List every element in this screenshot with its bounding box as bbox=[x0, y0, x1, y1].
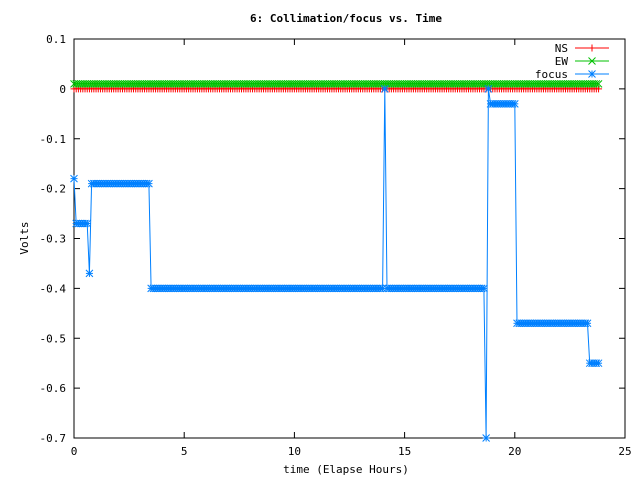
marker-stroke bbox=[480, 284, 488, 293]
legend-marker-focus bbox=[588, 70, 596, 78]
marker-stroke bbox=[510, 99, 519, 108]
data-point-focus bbox=[583, 319, 592, 328]
legend-label-ns: NS bbox=[555, 42, 568, 55]
data-point-focus bbox=[482, 434, 491, 442]
y-axis-label: Volts bbox=[18, 221, 31, 254]
x-axis-label: time (Elapse Hours) bbox=[283, 463, 409, 476]
y-tick-label: -0.3 bbox=[40, 233, 67, 246]
marker-stroke bbox=[70, 174, 78, 183]
marker-stroke bbox=[83, 219, 92, 228]
data-point-focus bbox=[145, 179, 153, 188]
x-axis: 0 5 10 15 20 25 bbox=[71, 39, 632, 458]
marker-stroke bbox=[380, 85, 389, 93]
x-tick-label: 10 bbox=[288, 445, 301, 458]
legend-label-ew: EW bbox=[555, 55, 569, 68]
marker-stroke bbox=[592, 80, 601, 88]
marker-stroke bbox=[583, 319, 592, 328]
series-ew bbox=[70, 80, 603, 88]
legend-label-focus: focus bbox=[535, 68, 568, 81]
x-tick-label: 5 bbox=[181, 445, 188, 458]
legend-marker-ew bbox=[588, 57, 596, 65]
y-tick-label: 0 bbox=[59, 83, 66, 96]
y-tick-label: -0.7 bbox=[40, 432, 67, 445]
data-point-focus bbox=[380, 85, 389, 93]
y-tick-label: -0.6 bbox=[40, 382, 67, 395]
data-point-ew bbox=[592, 80, 601, 88]
marker-stroke bbox=[588, 70, 596, 78]
x-tick-label: 25 bbox=[618, 445, 631, 458]
chart-title: 6: Collimation/focus vs. Time bbox=[250, 12, 442, 25]
x-tick-label: 20 bbox=[508, 445, 521, 458]
y-tick-label: -0.4 bbox=[40, 282, 67, 295]
series-layer bbox=[70, 80, 603, 442]
data-point-focus bbox=[594, 359, 603, 368]
x-tick-label: 0 bbox=[71, 445, 78, 458]
marker-stroke bbox=[484, 85, 493, 93]
y-tick-label: -0.5 bbox=[40, 332, 67, 345]
data-point-focus bbox=[83, 219, 92, 228]
y-tick-label: -0.2 bbox=[40, 183, 67, 196]
data-point-focus bbox=[85, 269, 94, 278]
data-point-focus bbox=[480, 284, 488, 293]
data-point-focus bbox=[484, 85, 493, 93]
x-tick-label: 15 bbox=[398, 445, 411, 458]
legend-marker-ns bbox=[588, 44, 596, 52]
y-tick-label: -0.1 bbox=[40, 133, 67, 146]
series-ns bbox=[70, 85, 603, 93]
data-point-focus bbox=[510, 99, 519, 108]
y-axis: 0.1 0 -0.1 -0.2 -0.3 -0.4 -0.5 -0.6 -0.7 bbox=[40, 33, 625, 445]
marker-stroke bbox=[594, 80, 603, 88]
data-point-focus bbox=[70, 174, 78, 183]
y-tick-label: 0.1 bbox=[46, 33, 66, 46]
marker-stroke bbox=[145, 179, 153, 188]
marker-stroke bbox=[594, 359, 603, 368]
marker-stroke bbox=[588, 57, 596, 65]
series-focus bbox=[70, 85, 603, 442]
marker-stroke bbox=[85, 269, 94, 278]
data-point-ew bbox=[594, 80, 603, 88]
marker-stroke bbox=[482, 434, 491, 442]
